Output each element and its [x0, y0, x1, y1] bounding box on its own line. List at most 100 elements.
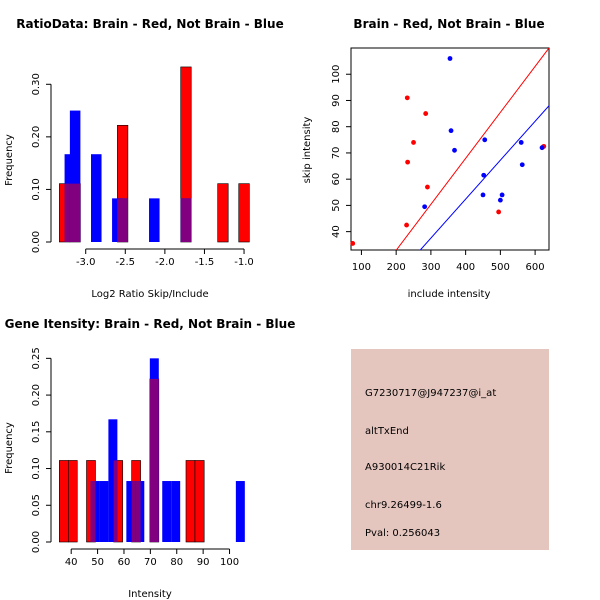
info-location: chr9.26499-1.6: [365, 500, 442, 511]
ratio-y-tick-label: 0.20: [31, 126, 42, 148]
intensity-histogram-panel: Gene Itensity: Brain - Red, Not Brain - …: [4, 317, 295, 600]
intensity-y-tick-label: 0.25: [31, 347, 42, 369]
intensity-axes: 40 50 60 70 80 90 100 0.00 0.05 0.10 0.15 0.20 0.25: [31, 347, 239, 568]
scatter-x-tick-label: 200: [387, 262, 406, 273]
intensity-overlap-bar: [135, 481, 141, 542]
ratio-histogram-title: RatioData: Brain - Red, Not Brain - Blue: [16, 17, 283, 31]
ratio-y-tick-label: 0.30: [31, 73, 42, 95]
not-brain-point: [422, 204, 428, 210]
intensity-x-tick-label: 50: [91, 557, 104, 568]
not-brain-point: [481, 172, 487, 178]
brain-point: [404, 222, 409, 228]
ratio-y-tick-label: 0.10: [31, 178, 42, 200]
scatter-y-tick-label: 80: [331, 120, 342, 133]
intensity-overlap-bar: [113, 460, 118, 542]
not-brain-point: [482, 137, 488, 143]
not-brain-point: [518, 140, 524, 145]
brain-point: [405, 159, 411, 165]
intensity-x-tick-label: 100: [220, 557, 239, 568]
intensity-y-tick-label: 0.10: [31, 457, 42, 479]
ratio-brain-bar: [238, 183, 250, 243]
intensity-overlap-bar: [90, 481, 96, 542]
scatter-x-tick-label: 500: [491, 262, 510, 273]
scatter-fit-lines: [395, 48, 549, 250]
ratio-x-tick-label: -1.5: [195, 257, 215, 268]
info-probe-id: G7230717@J947237@i_at: [365, 388, 496, 399]
intensity-overlap-bar: [149, 378, 159, 542]
intensity-brain-bar: [194, 460, 205, 543]
not-brain-point: [480, 192, 486, 198]
ratio-not-brain-bar: [91, 154, 102, 242]
intensity-y-tick-label: 0.05: [31, 494, 42, 516]
ratio-x-tick-label: -2.5: [116, 257, 136, 268]
intensity-y-label: Frequency: [4, 422, 15, 474]
scatter-x-label: include intensity: [408, 289, 491, 300]
brain-point: [423, 111, 429, 116]
intensity-x-tick-label: 40: [65, 557, 78, 568]
info-event-type: altTxEnd: [365, 426, 409, 437]
intensity-x-tick-label: 80: [170, 557, 183, 568]
intensity-overlap-bar: [131, 481, 136, 542]
intensity-y-tick-label: 0.20: [31, 384, 42, 406]
intensity-not-brain-bar: [108, 419, 118, 542]
ratio-overlap-bar: [117, 198, 128, 242]
brain-fit-line: [395, 48, 549, 250]
not-brain-point: [497, 197, 503, 203]
intensity-not-brain-bar: [126, 481, 136, 542]
ratio-x-label: Log2 Ratio Skip/Include: [91, 289, 208, 300]
scatter-points: [350, 56, 547, 246]
ratio-not-brain-bar: [69, 110, 81, 242]
scatter-y-tick-label: 70: [331, 147, 342, 160]
ratio-not-brain-bar: [149, 198, 160, 242]
brain-point: [404, 95, 410, 101]
not-brain-point: [448, 128, 454, 134]
intensity-x-tick-label: 90: [197, 557, 210, 568]
intensity-x-tick-label: 60: [118, 557, 131, 568]
scatter-y-tick-label: 100: [331, 65, 342, 84]
ratio-overlap-bar: [180, 198, 192, 242]
ratio-axes: -3.0 -2.5 -2.0 -1.5 -1.0 0.00 0.10 0.20 0.30: [31, 73, 254, 268]
intensity-brain-bar: [67, 460, 78, 543]
info-pval: Pval: 0.256043: [365, 528, 440, 539]
intensity-not-brain-bar: [99, 481, 109, 542]
intensity-x-label: Intensity: [128, 589, 172, 600]
intensity-y-tick-label: 0.00: [31, 531, 42, 553]
not-brain-point: [499, 192, 505, 198]
brain-point: [350, 241, 356, 246]
ratio-x-tick-label: -2.0: [155, 257, 175, 268]
not-brain-point: [447, 56, 453, 61]
scatter-plot-box: [350, 47, 550, 251]
scatter-y-tick-label: 60: [331, 173, 342, 186]
scatter-x-tick-label: 100: [352, 262, 371, 273]
scatter-y-tick-label: 50: [331, 199, 342, 212]
ratio-bars: [59, 66, 250, 243]
not-brain-point: [519, 162, 525, 168]
ratio-y-tick-label: 0.00: [31, 231, 42, 253]
scatter-y-tick-label: 90: [331, 94, 342, 107]
intensity-brain-bar: [59, 460, 69, 543]
intensity-bars: [59, 358, 245, 543]
scatter-axes: 100 200 300 400 500 600 40 50 60 70 80 90 100: [331, 65, 545, 273]
not-brain-fit-line: [419, 105, 549, 250]
brain-point: [496, 209, 502, 215]
intensity-histogram-title: Gene Itensity: Brain - Red, Not Brain - …: [5, 317, 296, 331]
intensity-brain-bar: [185, 460, 196, 543]
ratio-histogram-panel: RatioData: Brain - Red, Not Brain - Blue…: [4, 17, 284, 300]
info-panel-background: [351, 349, 549, 550]
not-brain-point: [452, 147, 457, 153]
intensity-x-tick-label: 70: [144, 557, 157, 568]
scatter-x-tick-label: 600: [526, 262, 545, 273]
ratio-brain-bar: [217, 183, 229, 243]
intensity-not-brain-bar: [235, 481, 245, 542]
ratio-x-tick-label: -1.0: [234, 257, 254, 268]
ratio-y-label: Frequency: [4, 134, 15, 186]
intensity-y-tick-label: 0.15: [31, 421, 42, 443]
ratio-overlap-bar: [69, 183, 81, 242]
scatter-panel: Brain - Red, Not Brain - Blue 100 200 300 4…: [302, 17, 550, 300]
scatter-y-label: skip intensity: [302, 117, 313, 184]
scatter-title: Brain - Red, Not Brain - Blue: [353, 17, 544, 31]
ratio-x-tick-label: -3.0: [76, 257, 96, 268]
brain-point: [411, 140, 416, 145]
intensity-not-brain-bar: [162, 481, 172, 542]
